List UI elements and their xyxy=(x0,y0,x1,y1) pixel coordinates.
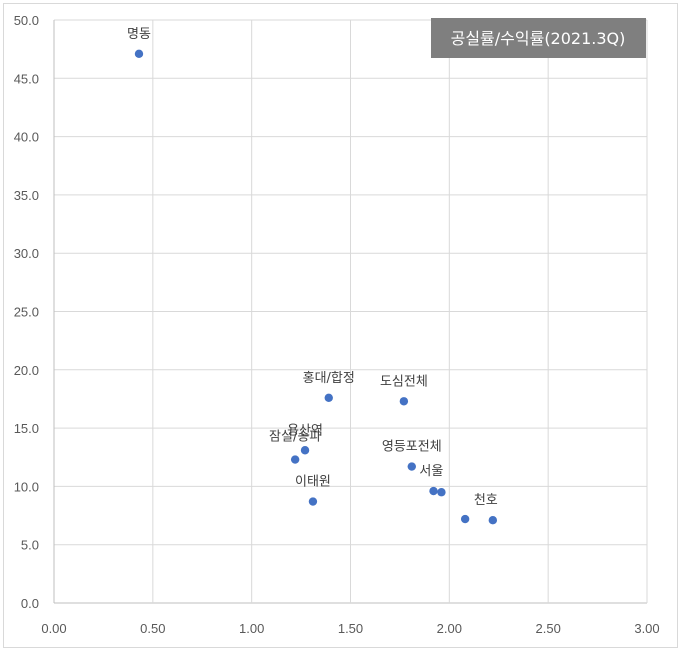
data-point xyxy=(324,393,333,402)
x-tick-label: 0.00 xyxy=(41,621,66,636)
y-tick-label: 10.0 xyxy=(14,479,39,494)
data-label: 천호 xyxy=(474,493,498,508)
y-tick-label: 20.0 xyxy=(14,363,39,378)
chart-area xyxy=(3,3,678,648)
data-label: 영등포전체 xyxy=(382,440,442,455)
y-tick-label: 30.0 xyxy=(14,246,39,261)
chart-title-box: 공실률/수익률(2021.3Q) xyxy=(431,18,646,58)
data-label: 홍대/합정 xyxy=(303,371,355,386)
data-label: 도심전체 xyxy=(380,374,428,389)
y-tick-label: 25.0 xyxy=(14,305,39,320)
y-tick-label: 40.0 xyxy=(14,130,39,145)
y-axis-ticks: 0.0 5.0 10.0 15.0 20.0 25.0 30.0 35.0 40.0 45.0 50… xyxy=(14,13,39,611)
y-tick-label: 45.0 xyxy=(14,71,39,86)
y-tick-label: 50.0 xyxy=(14,13,39,28)
gridlines xyxy=(53,19,648,604)
y-tick-label: 0.0 xyxy=(21,596,39,611)
data-point xyxy=(308,497,318,506)
data-point xyxy=(407,462,416,471)
data-point xyxy=(300,446,310,455)
data-label: 명동 xyxy=(127,27,151,42)
data-label: 잠실/송파 xyxy=(269,430,321,445)
data-label: 용산역 xyxy=(287,423,323,438)
data-label: 이태원 xyxy=(295,475,331,490)
data-points xyxy=(134,49,498,525)
data-point xyxy=(429,486,438,496)
data-point xyxy=(437,488,446,497)
x-tick-label: 1.00 xyxy=(239,621,264,636)
x-tick-label: 1.50 xyxy=(338,621,363,636)
data-point xyxy=(290,455,300,464)
x-tick-label: 2.00 xyxy=(437,621,462,636)
data-point xyxy=(399,397,409,406)
data-label: 서울 xyxy=(419,464,443,479)
data-point xyxy=(134,49,144,59)
x-tick-label: 3.00 xyxy=(634,621,659,636)
y-tick-label: 15.0 xyxy=(14,421,39,436)
x-tick-label: 2.50 xyxy=(536,621,561,636)
data-point xyxy=(460,514,470,524)
y-tick-label: 5.0 xyxy=(21,538,39,553)
x-axis-ticks: 0.00 0.50 1.00 1.50 2.00 2.50 3.00 xyxy=(41,621,659,636)
y-tick-label: 35.0 xyxy=(14,188,39,203)
x-tick-label: 0.50 xyxy=(140,621,165,636)
data-point xyxy=(488,516,498,525)
chart-title: 공실률/수익률(2021.3Q) xyxy=(451,29,626,48)
